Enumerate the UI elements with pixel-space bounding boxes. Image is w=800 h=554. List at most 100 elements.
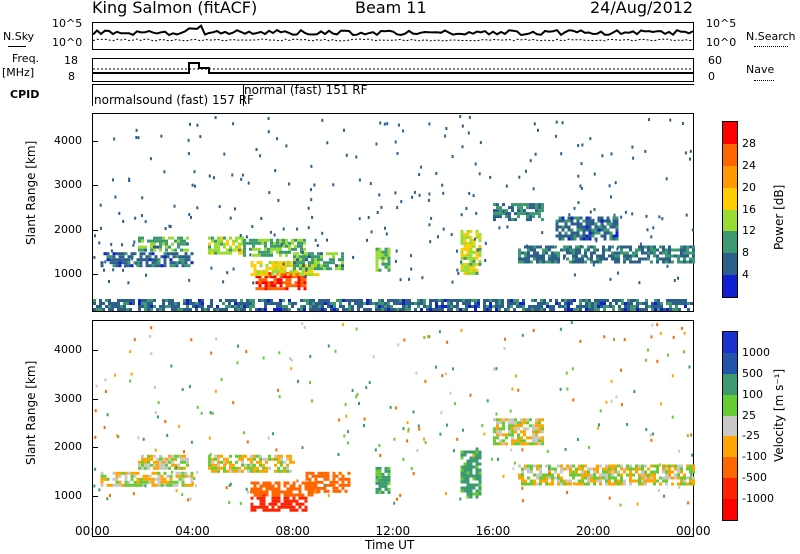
power-svg-cell-1 xyxy=(118,258,122,262)
power-svg-noise xyxy=(190,216,192,219)
power-svg-cell-0 xyxy=(678,299,681,302)
power-svg-cell-12 xyxy=(600,219,604,223)
power-svg-cell-4 xyxy=(285,241,288,245)
power-svg-cell-11 xyxy=(602,257,605,261)
velocity-svg-cell-4 xyxy=(262,490,266,494)
power-svg-cell-10 xyxy=(535,206,538,210)
velocity-svg-cell-8 xyxy=(535,433,538,437)
velocity-svg-cell-0 xyxy=(154,483,158,487)
power-svg-cell-6 xyxy=(250,261,254,265)
power-svg-noise xyxy=(384,226,386,230)
power-svg-noise xyxy=(601,154,604,158)
power-svg-cell-10 xyxy=(520,206,523,210)
velocity-svg-cell-2 xyxy=(259,463,262,467)
velocity-svg-noise xyxy=(290,367,293,371)
power-svg-noise xyxy=(137,136,140,140)
power-svg-cell-9 xyxy=(466,235,470,239)
velocity-svg-cell-0 xyxy=(100,477,104,481)
velocity-svg-cell-3 xyxy=(298,505,302,509)
power-svg-cell-0 xyxy=(528,305,531,308)
power-svg-cell-1 xyxy=(112,261,116,265)
power-svg-noise xyxy=(231,173,234,177)
power-svg-cell-0 xyxy=(348,302,351,305)
power-svg-cell-9 xyxy=(466,247,470,251)
power-svg-cell-1 xyxy=(121,261,125,265)
velocity-svg-cell-0 xyxy=(118,474,122,478)
power-svg-cell-12 xyxy=(567,237,571,241)
power-svg-cell-0 xyxy=(684,299,687,302)
power-svg-noise xyxy=(247,181,250,185)
velocity-svg-noise xyxy=(571,367,574,371)
velocity-svg-cell-9 xyxy=(641,464,644,468)
power-svg-cell-0 xyxy=(555,299,558,302)
velocity-svg-cell-8 xyxy=(523,442,526,446)
power-svg-noise xyxy=(112,268,115,272)
power-svg-cell-11 xyxy=(518,248,521,252)
power-svg-cell-0 xyxy=(264,305,267,308)
velocity-svg-noise xyxy=(509,409,512,413)
power-svg-cell-0 xyxy=(477,299,480,302)
power-svg-cell-0 xyxy=(423,299,426,302)
power-svg-cell-0 xyxy=(438,305,441,308)
power-svg-cell-9 xyxy=(463,256,467,260)
power-svg-cell-2 xyxy=(153,245,156,249)
power-svg-cell-0 xyxy=(192,302,195,305)
power-svg-noise xyxy=(461,145,464,149)
velocity-svg-cell-8 xyxy=(511,421,514,425)
velocity-svg-noise xyxy=(615,395,618,399)
power-svg-cell-9 xyxy=(469,229,473,233)
velocity-svg-cell-9 xyxy=(581,476,584,480)
velocity-svg-noise xyxy=(150,326,153,330)
power-svg-cell-0 xyxy=(297,308,300,311)
velocity-svg-cell-8 xyxy=(535,424,538,428)
power-svg-cell-12 xyxy=(588,222,592,226)
power-svg-cell-1 xyxy=(145,255,149,259)
velocity-svg-cell-9 xyxy=(569,464,572,468)
velocity-svg-cell-8 xyxy=(532,442,535,446)
power-svg-cell-0 xyxy=(585,299,588,302)
velocity-svg-noise xyxy=(687,501,690,505)
velocity-svg-cell-9 xyxy=(572,476,575,480)
velocity-svg-cell-2 xyxy=(229,466,232,470)
power-svg-cell-6 xyxy=(259,261,263,265)
power-svg-cell-5 xyxy=(276,278,280,282)
power-svg-cell-12 xyxy=(585,216,589,220)
power-svg-cell-12 xyxy=(615,216,619,220)
velocity-svg-cell-0 xyxy=(145,477,149,481)
velocity-svg-cell-0 xyxy=(106,483,110,487)
velocity-svg-cell-9 xyxy=(689,482,692,486)
power-svg-noise xyxy=(658,215,661,219)
power-svg-cell-0 xyxy=(384,308,387,311)
power-svg-cell-1 xyxy=(184,258,188,262)
power-svg-cell-9 xyxy=(478,259,482,263)
power-svg-cell-11 xyxy=(653,248,656,252)
power-svg-cell-5 xyxy=(273,287,277,291)
velocity-svg-cell-0 xyxy=(163,483,167,487)
power-svg-cell-0 xyxy=(327,305,330,308)
velocity-svg-cell-1 xyxy=(141,463,144,467)
velocity-svg-noise xyxy=(94,467,97,471)
power-svg-noise xyxy=(465,207,468,210)
velocity-svg-cell-8 xyxy=(496,418,499,422)
velocity-svg-cell-9 xyxy=(677,464,680,468)
power-svg-cell-0 xyxy=(471,305,474,308)
velocity-svg-noise xyxy=(393,501,396,505)
power-svg-cell-10 xyxy=(505,209,508,213)
power-svg-cell-0 xyxy=(108,305,111,308)
power-svg-cell-0 xyxy=(657,299,660,302)
power-svg-cell-0 xyxy=(336,299,339,302)
power-svg-cell-0 xyxy=(594,302,597,305)
power-svg-cell-0 xyxy=(129,302,132,305)
power-svg-cell-6 xyxy=(262,273,266,277)
power-svg-cell-7 xyxy=(323,267,326,271)
power-svg-cell-0 xyxy=(201,299,204,302)
velocity-svg-noise xyxy=(272,432,275,436)
power-svg-cell-1 xyxy=(115,258,119,262)
velocity-svg-cell-9 xyxy=(596,476,599,480)
velocity-svg-cell-6 xyxy=(384,487,388,491)
velocity-svg-cell-2 xyxy=(223,469,226,473)
power-svg-cell-1 xyxy=(112,264,116,268)
velocity-svg-cell-3 xyxy=(289,505,293,509)
velocity-svg-cell-9 xyxy=(653,470,656,474)
velocity-svg-noise xyxy=(225,486,228,490)
